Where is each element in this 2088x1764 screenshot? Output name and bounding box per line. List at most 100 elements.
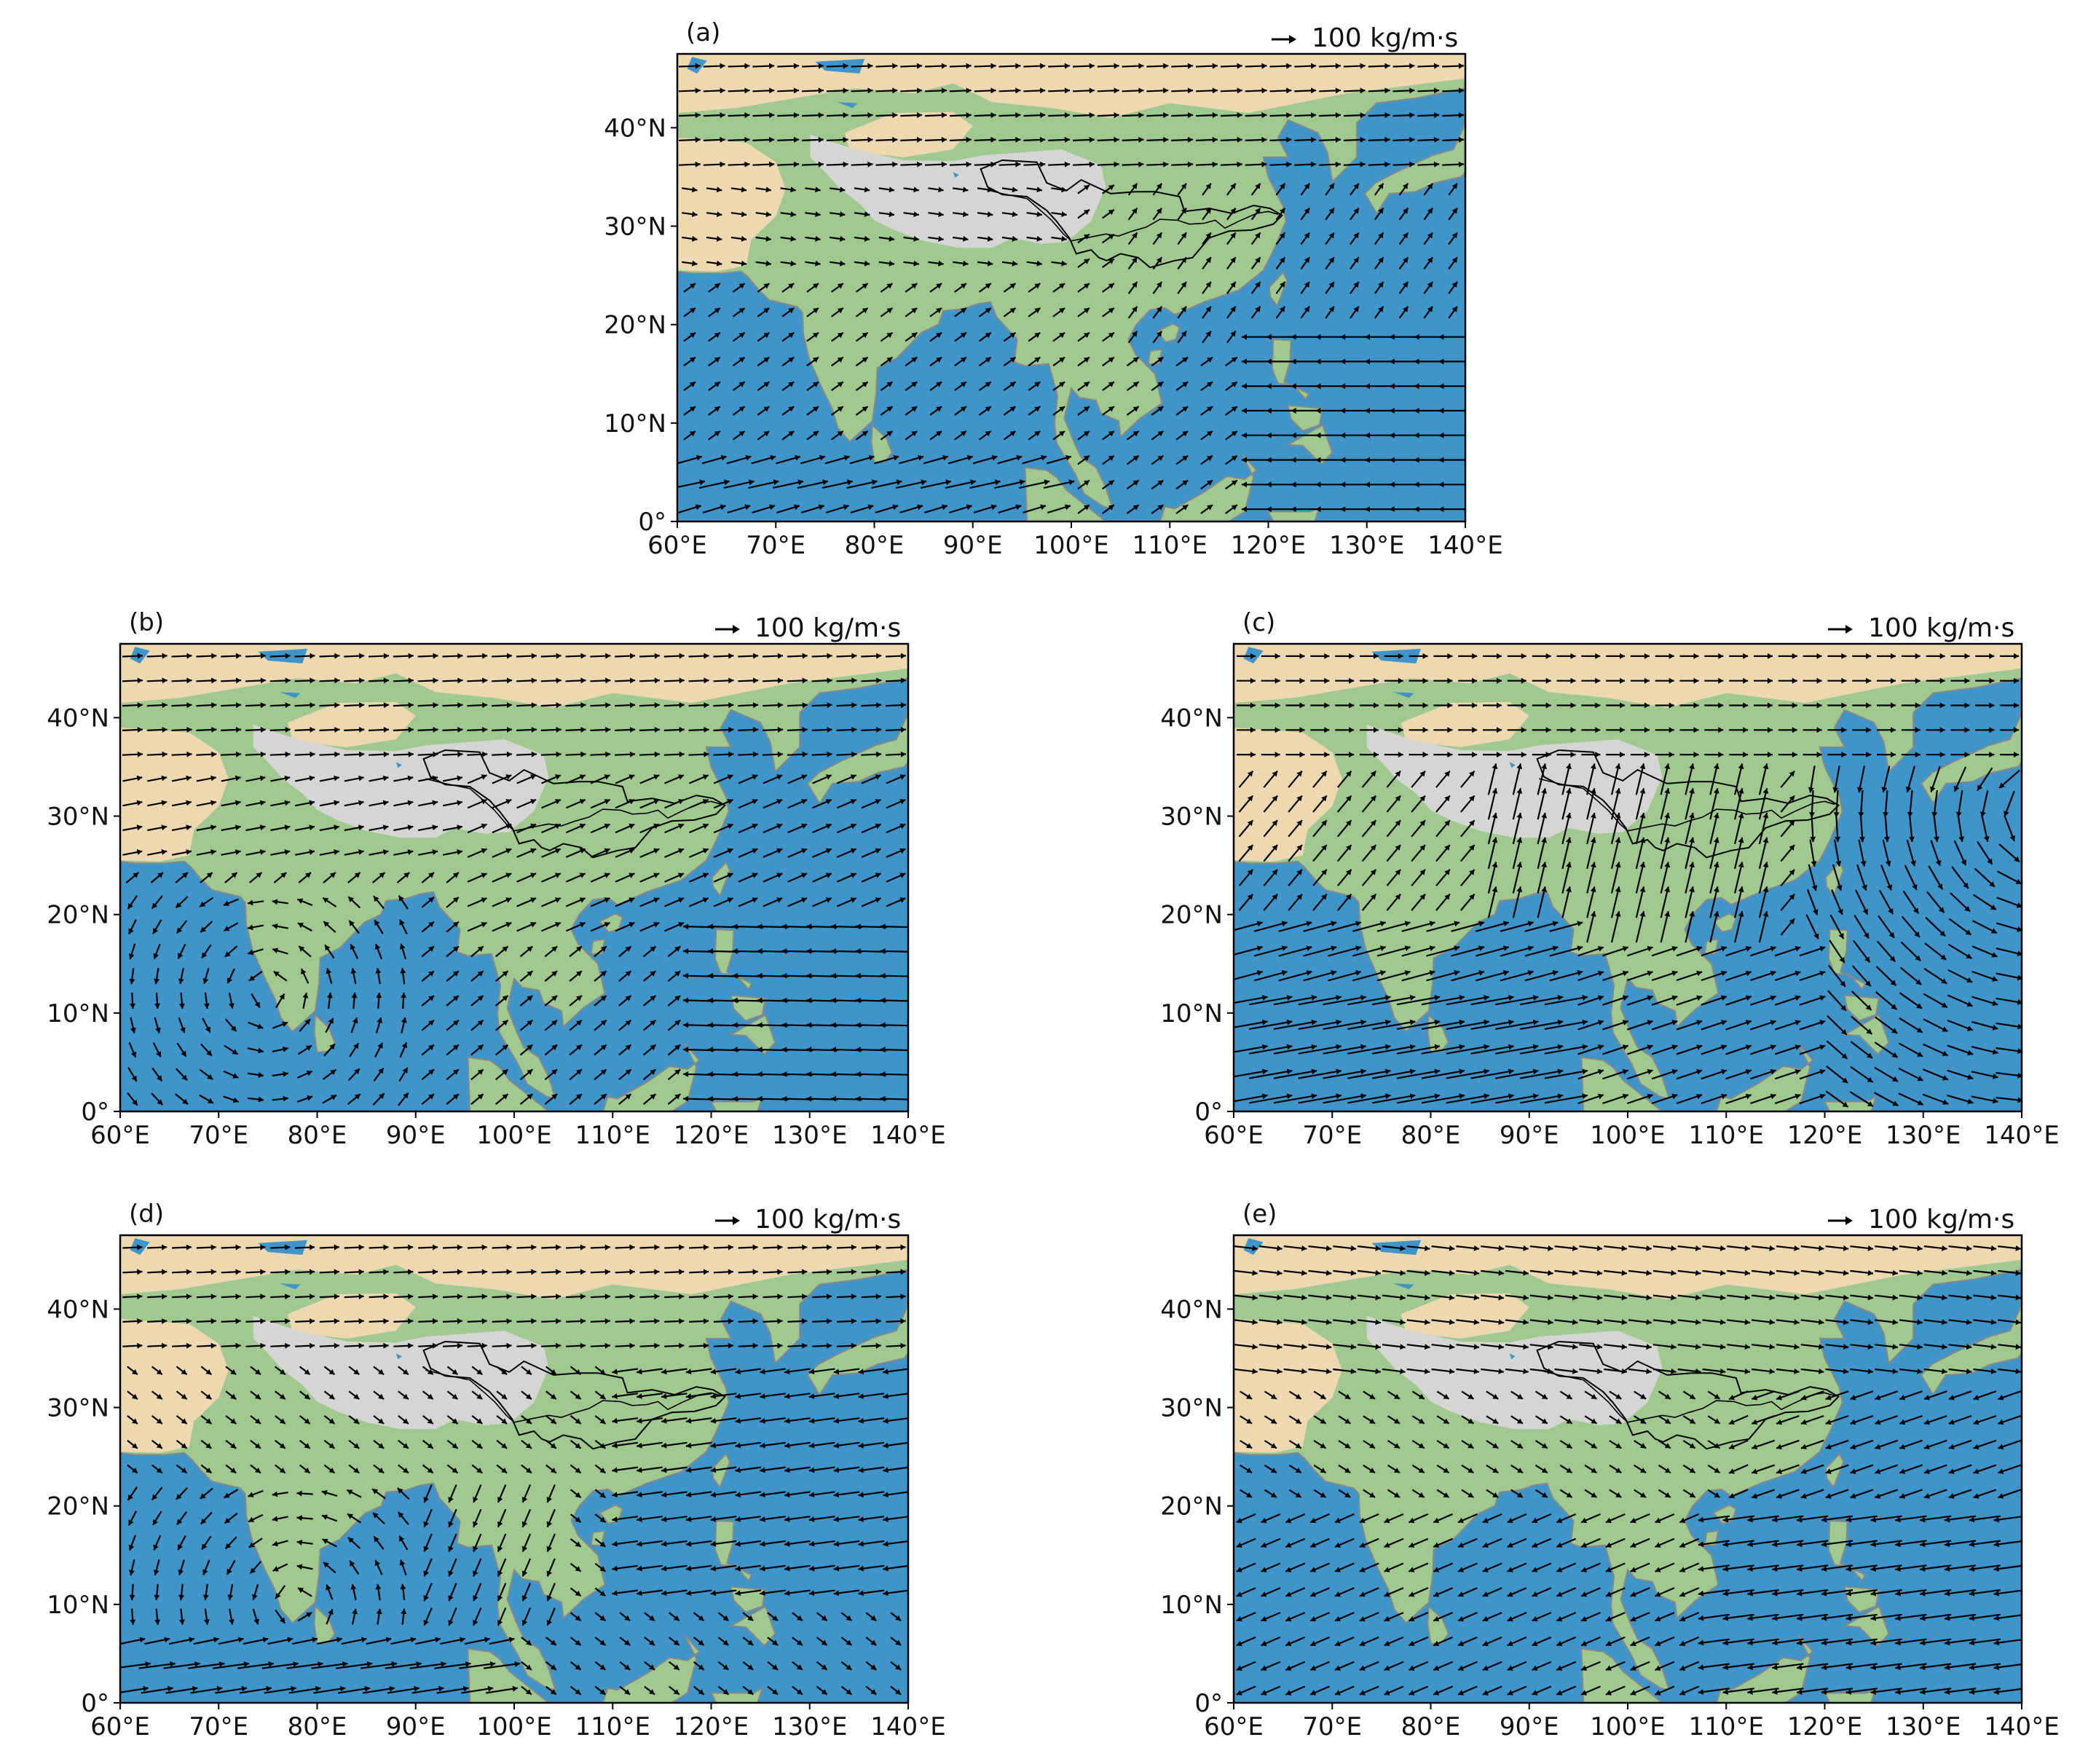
wind-arrow	[612, 1368, 639, 1375]
wind-arrow	[1048, 87, 1071, 94]
wind-arrow	[1448, 281, 1458, 294]
wind-arrow	[1365, 506, 1394, 513]
wind-arrow	[225, 1415, 237, 1425]
wind-arrow	[738, 702, 759, 709]
wind-arrow	[781, 356, 795, 367]
wind-arrow	[484, 1661, 521, 1669]
wind-arrow	[1023, 504, 1047, 513]
wind-arrow	[247, 1047, 264, 1054]
wind-arrow	[492, 677, 513, 684]
wind-arrow	[348, 1464, 360, 1474]
wind-arrow	[855, 307, 869, 318]
wind-arrow	[1602, 1044, 1629, 1055]
wind-arrow	[1436, 1489, 1450, 1498]
wind-arrow	[1529, 1344, 1553, 1350]
wind-arrow	[1602, 970, 1629, 982]
y-tick-label: 10°N	[604, 409, 666, 438]
wind-arrow	[661, 1540, 688, 1547]
wind-arrow	[639, 774, 660, 784]
wind-arrow	[1626, 1093, 1653, 1105]
wind-arrow	[701, 454, 727, 465]
x-tick-label: 70°E	[189, 1121, 248, 1150]
wind-arrow	[738, 1318, 758, 1324]
wind-arrow	[1288, 869, 1303, 886]
wind-arrow	[1971, 996, 1998, 1007]
wind-arrow	[1975, 677, 1995, 684]
wind-arrow	[1821, 1688, 1853, 1695]
wind-arrow	[442, 1244, 462, 1251]
wind-arrow	[1803, 653, 1822, 659]
reference-arrow: 100 kg/m·s	[1828, 1205, 2014, 1235]
wind-arrow	[269, 677, 291, 684]
wind-arrow	[541, 921, 562, 932]
wind-arrow	[1877, 677, 1896, 684]
wind-arrow	[1652, 1344, 1677, 1350]
wind-arrow	[826, 136, 848, 143]
wind-arrow	[1171, 112, 1194, 119]
wind-arrow	[1097, 63, 1119, 69]
wind-arrow	[1810, 814, 1816, 843]
wind-arrow	[1606, 653, 1626, 659]
wind-arrow	[590, 677, 611, 684]
wind-arrow	[777, 136, 800, 143]
wind-arrow	[1288, 770, 1303, 788]
wind-arrow	[1580, 1661, 1601, 1672]
wind-arrow	[570, 1366, 582, 1376]
wind-arrow	[1225, 406, 1238, 416]
wind-arrow	[565, 848, 586, 858]
wind-arrow	[1338, 1390, 1351, 1400]
wind-arrow	[248, 1513, 264, 1523]
wind-arrow	[1898, 1067, 1923, 1082]
wind-arrow	[319, 1342, 339, 1349]
wind-arrow	[1309, 1636, 1330, 1647]
wind-arrow	[1799, 970, 1826, 982]
wind-arrow	[594, 1366, 607, 1376]
wind-arrow	[998, 136, 1021, 143]
wind-arrow	[1870, 1638, 1902, 1646]
wind-arrow	[175, 1093, 189, 1105]
wind-arrow	[323, 1439, 336, 1449]
wind-arrow	[1825, 1464, 1849, 1474]
wind-arrow	[1102, 454, 1115, 465]
wind-arrow	[816, 1612, 828, 1622]
wind-arrow	[127, 1415, 138, 1425]
inland-water	[395, 762, 402, 768]
wind-arrow	[1651, 1068, 1678, 1080]
x-tick-label: 120°E	[1231, 531, 1306, 560]
wind-arrow	[1458, 653, 1478, 659]
wind-arrow	[787, 1244, 808, 1251]
wind-arrow	[1175, 504, 1189, 514]
wind-arrow	[446, 896, 460, 908]
wind-arrow	[752, 87, 775, 94]
wind-arrow	[1877, 653, 1896, 659]
wind-arrow	[1630, 1562, 1650, 1572]
wind-arrow	[1799, 1093, 1826, 1105]
wind-arrow	[1778, 677, 1797, 684]
wind-arrow	[418, 1342, 438, 1349]
wind-arrow	[664, 774, 685, 784]
wind-arrow	[1476, 921, 1510, 932]
wind-arrow	[1758, 862, 1769, 894]
wind-arrow	[669, 1637, 680, 1646]
wind-arrow	[735, 1589, 762, 1596]
wind-arrow	[218, 1637, 244, 1645]
landmass	[1427, 1013, 1449, 1053]
wind-arrow	[805, 211, 821, 218]
wind-arrow	[1609, 1464, 1622, 1474]
wind-arrow	[1602, 1020, 1629, 1031]
wind-arrow	[1532, 1685, 1552, 1696]
wind-arrow	[1630, 702, 1650, 709]
wind-arrow	[812, 774, 832, 784]
wind-arrow	[1126, 406, 1140, 416]
wind-arrow	[1433, 653, 1453, 659]
wind-arrow	[1482, 1562, 1502, 1572]
wind-arrow	[471, 1415, 483, 1425]
wind-arrow	[1310, 752, 1330, 758]
wind-arrow	[1532, 1513, 1552, 1524]
wind-arrow	[1996, 1022, 2022, 1030]
wind-arrow	[925, 63, 947, 69]
wind-arrow	[929, 307, 942, 318]
wind-arrow	[2000, 752, 2020, 758]
wind-arrow	[1635, 812, 1646, 845]
wind-arrow	[122, 775, 143, 782]
